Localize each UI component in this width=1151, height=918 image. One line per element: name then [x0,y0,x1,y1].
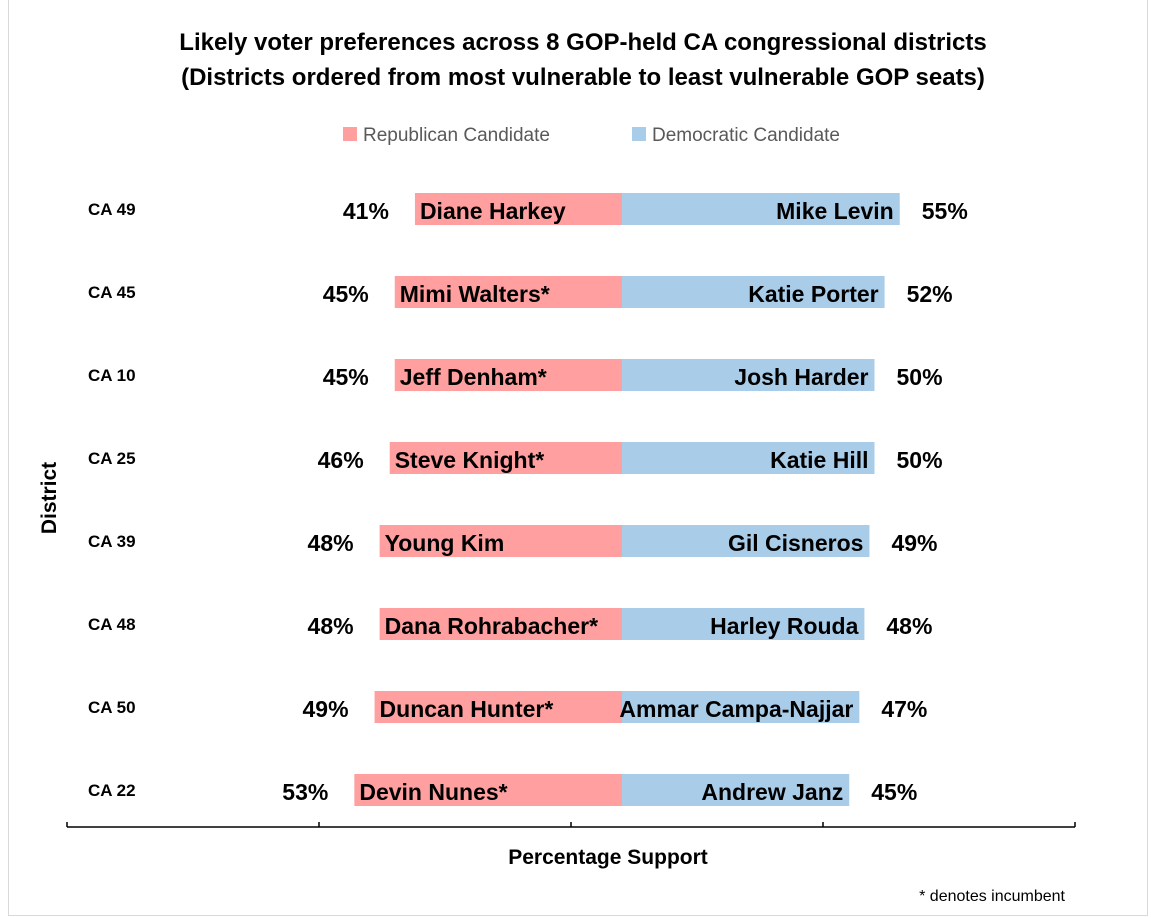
republican-candidate-label: Dana Rohrabacher* [385,613,599,639]
republican-bar [374,691,622,723]
republican-candidate-label: Jeff Denham* [400,364,547,390]
chart-frame [8,0,1148,916]
republican-candidate-label: Young Kim [385,530,505,556]
footnote: * denotes incumbent [919,888,1065,905]
democratic-percent-label: 49% [891,530,937,556]
democratic-bar [622,691,860,723]
legend-label-democratic: Democratic Candidate [652,125,840,146]
democratic-candidate-label: Mike Levin [776,198,894,224]
republican-percent-label: 49% [303,696,349,722]
republican-bar [414,193,622,225]
district-row: CA 10 Jeff Denham* 45% Josh Harder 50% [88,359,943,391]
republican-percent-label: 46% [318,447,364,473]
bars-layer: CA 49 Diane Harkey 41% Mike Levin 55% CA 45 Mi… [88,193,968,806]
legend-swatch-republican [343,127,357,141]
democratic-candidate-label: Harley Rouda [710,613,858,639]
republican-bar [354,774,622,806]
democratic-percent-label: 52% [907,281,953,307]
republican-bar [389,442,622,474]
legend-label-republican: Republican Candidate [363,125,550,146]
democratic-percent-label: 50% [897,447,943,473]
chart-title: Likely voter preferences across 8 GOP-he… [179,29,986,56]
legend: Republican Candidate Democratic Candidat… [343,125,840,146]
democratic-percent-label: 45% [871,779,917,805]
district-row: CA 22 Devin Nunes* 53% Andrew Janz 45% [88,774,917,806]
republican-candidate-label: Duncan Hunter* [380,696,554,722]
district-label: CA 50 [88,698,136,717]
democratic-bar [622,442,875,474]
district-label: CA 39 [88,532,136,551]
district-row: CA 25 Steve Knight* 46% Katie Hill 50% [88,442,943,474]
republican-candidate-label: Diane Harkey [420,198,566,224]
republican-candidate-label: Mimi Walters* [400,281,550,307]
district-label: CA 22 [88,781,136,800]
republican-candidate-label: Steve Knight* [395,447,545,473]
republican-bar [379,525,622,557]
democratic-bar [622,276,885,308]
district-label: CA 45 [88,283,136,302]
district-label: CA 25 [88,449,136,468]
district-label: CA 10 [88,366,136,385]
democratic-bar [622,193,900,225]
democratic-percent-label: 50% [897,364,943,390]
y-axis-title: District [38,462,61,534]
democratic-percent-label: 48% [886,613,932,639]
republican-percent-label: 48% [308,530,354,556]
democratic-bar [622,359,875,391]
district-row: CA 45 Mimi Walters* 45% Katie Porter 52% [88,276,953,308]
district-row: CA 50 Duncan Hunter* 49% Ammar Campa-Najjar… [88,691,927,723]
democratic-candidate-label: Katie Porter [748,281,878,307]
x-axis-title: Percentage Support [508,846,708,869]
district-row: CA 49 Diane Harkey 41% Mike Levin 55% [88,193,968,225]
republican-percent-label: 48% [308,613,354,639]
democratic-candidate-label: Andrew Janz [701,779,843,805]
district-label: CA 48 [88,615,136,634]
democratic-bar [622,774,850,806]
republican-candidate-label: Devin Nunes* [359,779,507,805]
democratic-percent-label: 55% [922,198,968,224]
district-row: CA 39 Young Kim 48% Gil Cisneros 49% [88,525,937,557]
democratic-percent-label: 47% [881,696,927,722]
democratic-bar [622,525,870,557]
district-row: CA 48 Dana Rohrabacher* 48% Harley Rouda 48% [88,608,932,640]
legend-swatch-democratic [632,127,646,141]
democratic-candidate-label: Katie Hill [770,447,868,473]
republican-bar [394,276,622,308]
chart-subtitle: (Districts ordered from most vulnerable … [181,64,985,91]
republican-percent-label: 41% [343,198,389,224]
republican-bar [379,608,622,640]
republican-bar [394,359,622,391]
democratic-bar [622,608,865,640]
republican-percent-label: 45% [323,364,369,390]
republican-percent-label: 45% [323,281,369,307]
district-label: CA 49 [88,200,136,219]
democratic-candidate-label: Ammar Campa-Najjar [619,696,853,722]
republican-percent-label: 53% [282,779,328,805]
democratic-candidate-label: Josh Harder [734,364,868,390]
democratic-candidate-label: Gil Cisneros [728,530,863,556]
x-axis [66,822,1076,828]
